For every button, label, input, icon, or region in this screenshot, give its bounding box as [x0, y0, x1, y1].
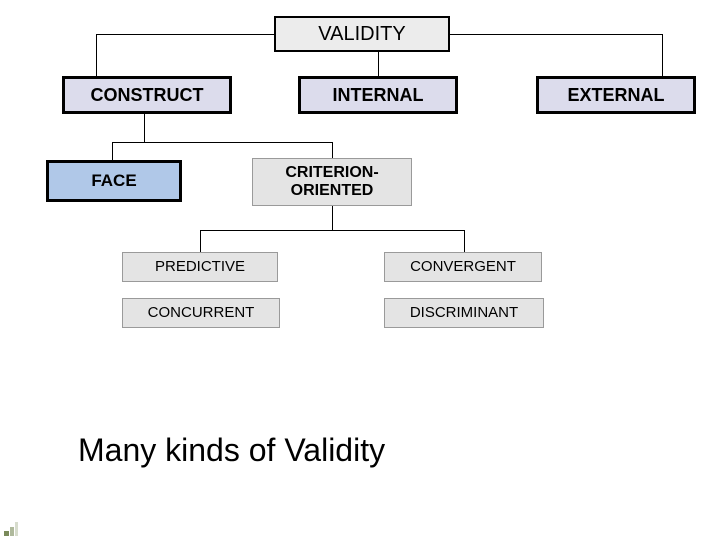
node-label: DISCRIMINANT: [410, 304, 518, 321]
node-label: CONVERGENT: [410, 258, 516, 275]
node-validity: VALIDITY: [274, 16, 450, 52]
caption: Many kinds of Validity: [78, 432, 385, 469]
connector-line: [96, 34, 274, 35]
node-label: CRITERION- ORIENTED: [285, 164, 378, 201]
node-criterion: CRITERION- ORIENTED: [252, 158, 412, 206]
connector-line: [112, 142, 332, 143]
node-internal: INTERNAL: [298, 76, 458, 114]
diagram-canvas: VALIDITY CONSTRUCT INTERNAL EXTERNAL FACE CRI…: [0, 0, 720, 540]
node-label: INTERNAL: [333, 85, 424, 106]
node-discriminant: DISCRIMINANT: [384, 298, 544, 328]
connector-line: [332, 142, 333, 158]
connector-line: [144, 114, 145, 142]
connector-line: [200, 230, 464, 231]
connector-line: [464, 230, 465, 252]
node-label: EXTERNAL: [567, 85, 664, 106]
node-label: CONCURRENT: [148, 304, 255, 321]
node-construct: CONSTRUCT: [62, 76, 232, 114]
corner-marker: [4, 522, 18, 536]
connector-line: [200, 230, 201, 252]
connector-line: [332, 206, 333, 230]
connector-line: [450, 34, 662, 35]
node-predictive: PREDICTIVE: [122, 252, 278, 282]
connector-line: [112, 142, 113, 160]
node-convergent: CONVERGENT: [384, 252, 542, 282]
node-label: FACE: [91, 171, 136, 191]
connector-line: [96, 34, 97, 76]
connector-line: [662, 34, 663, 76]
connector-line: [378, 52, 379, 76]
node-concurrent: CONCURRENT: [122, 298, 280, 328]
node-label: PREDICTIVE: [155, 258, 245, 275]
node-label: VALIDITY: [318, 23, 405, 46]
node-label: CONSTRUCT: [91, 85, 204, 106]
node-face: FACE: [46, 160, 182, 202]
node-external: EXTERNAL: [536, 76, 696, 114]
caption-text: Many kinds of Validity: [78, 432, 385, 468]
